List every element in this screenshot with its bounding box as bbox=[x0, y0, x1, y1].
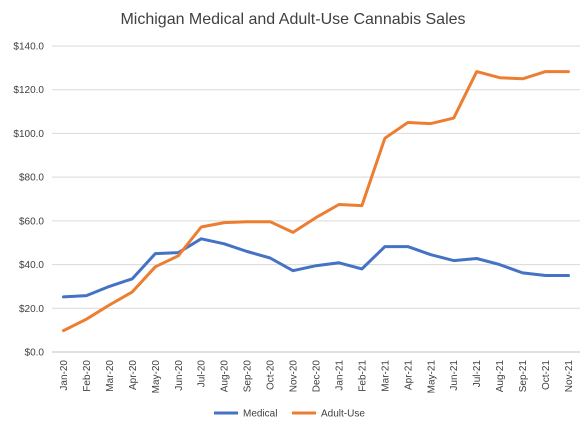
x-tick-label: Aug-20 bbox=[220, 360, 231, 393]
legend: Medical Adult-Use bbox=[214, 409, 365, 420]
series-lines bbox=[62, 70, 570, 333]
y-tick-label: $0.0 bbox=[25, 348, 45, 359]
x-tick-label: Aug-21 bbox=[495, 360, 506, 393]
y-axis-tick-labels: $0.0 $20.0 $40.0 $60.0 $80.0 $100.0 $120.0 $140… bbox=[13, 42, 44, 359]
y-tick-label: $80.0 bbox=[19, 173, 44, 184]
y-tick-label: $100.0 bbox=[13, 129, 44, 140]
x-tick-label: Apr-21 bbox=[403, 360, 414, 390]
x-tick-label: Nov-21 bbox=[564, 360, 575, 393]
x-tick-label: Sep-21 bbox=[518, 360, 529, 393]
x-tick-label: Nov-20 bbox=[289, 360, 300, 393]
x-tick-label: Feb-21 bbox=[357, 360, 368, 392]
x-tick-label: Jul-20 bbox=[197, 360, 208, 388]
x-tick-label: Dec-20 bbox=[312, 360, 323, 393]
x-tick-label: Jun-21 bbox=[449, 360, 460, 391]
x-tick-label: Jul-21 bbox=[472, 360, 483, 388]
x-tick-label: Jan-21 bbox=[334, 360, 345, 391]
y-tick-label: $60.0 bbox=[19, 216, 44, 227]
x-tick-label: May-20 bbox=[151, 360, 162, 394]
y-tick-label: $40.0 bbox=[19, 260, 44, 271]
x-tick-label: Oct-21 bbox=[541, 360, 552, 390]
legend-label-medical: Medical bbox=[243, 409, 277, 420]
chart-title: Michigan Medical and Adult-Use Cannabis … bbox=[120, 11, 465, 28]
y-tick-label: $20.0 bbox=[19, 304, 44, 315]
gridlines bbox=[52, 45, 580, 309]
x-tick-label: Mar-21 bbox=[380, 360, 391, 392]
x-tick-label: Feb-20 bbox=[82, 360, 93, 392]
x-axis-tick-labels: Jan-20 Feb-20 Mar-20 Apr-20 May-20 Jun-20 Jul-… bbox=[59, 360, 575, 394]
x-tick-label: Sep-20 bbox=[243, 360, 254, 393]
x-tick-label: Jun-20 bbox=[174, 360, 185, 391]
x-tick-label: Apr-20 bbox=[128, 360, 139, 390]
y-tick-label: $140.0 bbox=[13, 42, 44, 53]
x-tick-label: Jan-20 bbox=[59, 360, 70, 391]
legend-label-adult-use: Adult-Use bbox=[321, 409, 365, 420]
series-line-medical bbox=[62, 237, 570, 299]
x-tick-label: May-21 bbox=[426, 360, 437, 394]
y-tick-label: $120.0 bbox=[13, 85, 44, 96]
x-tick-label: Oct-20 bbox=[266, 360, 277, 390]
x-tick-label: Mar-20 bbox=[105, 360, 116, 392]
series-line-adult-use bbox=[62, 70, 570, 333]
